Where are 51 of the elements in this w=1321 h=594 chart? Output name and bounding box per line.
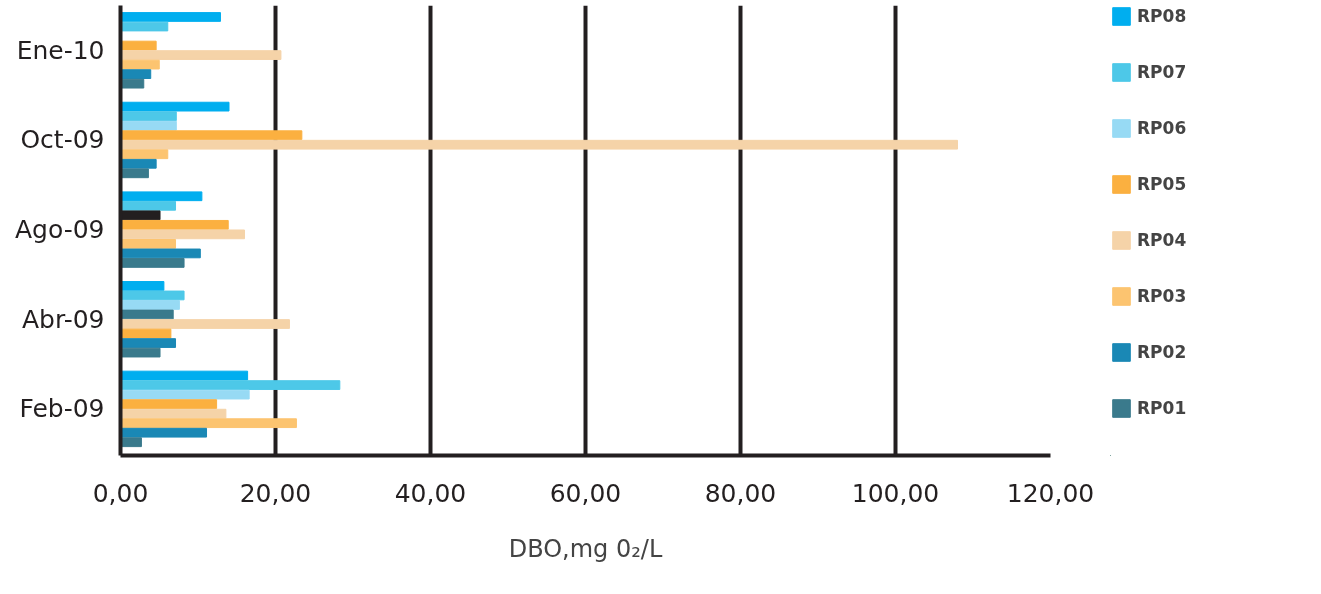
legend-label: RP02: [1137, 342, 1187, 362]
bar: [120, 168, 149, 179]
legend-label: RP01: [1137, 398, 1187, 418]
bar: [120, 408, 227, 419]
bar: [120, 21, 169, 32]
x-tick-label: 60,00: [549, 478, 622, 508]
bar: [120, 101, 230, 112]
bar: [120, 191, 203, 202]
y-tick-label: Ago-09: [14, 215, 105, 245]
legend-label: RP06: [1137, 118, 1187, 138]
bar: [120, 338, 177, 348]
x-tick-label: 20,00: [239, 478, 312, 508]
legend-label: RP08: [1137, 6, 1187, 26]
bar: [120, 319, 290, 329]
bar: [120, 347, 161, 358]
x-tick-label: 80,00: [704, 478, 777, 508]
bar: [120, 50, 282, 60]
bar: [120, 69, 152, 80]
bar: [120, 130, 303, 141]
x-tick-label: 100,00: [851, 478, 940, 508]
bar: [120, 229, 245, 240]
y-tick-label: Feb-09: [19, 394, 105, 424]
bar: [120, 427, 208, 438]
bar: [120, 200, 177, 211]
legend-label: RP05: [1137, 174, 1187, 194]
bar: [120, 437, 142, 448]
bar: [120, 219, 229, 230]
legend-label: RP07: [1137, 62, 1187, 82]
bar: [120, 300, 180, 310]
legend-label: RP03: [1137, 286, 1187, 306]
x-tick-label: 0,00: [92, 478, 149, 508]
bar: [120, 78, 145, 89]
bar: [120, 258, 185, 268]
bar: [120, 111, 177, 122]
legend-label: RP04: [1137, 230, 1187, 250]
x-tick-label: 40,00: [394, 478, 467, 508]
bar: [120, 248, 201, 259]
y-tick-label: Abr-09: [22, 304, 105, 334]
bar: [120, 399, 218, 410]
y-tick-label: Ene-10: [16, 35, 105, 65]
bar: [120, 418, 297, 429]
bar: [120, 389, 250, 400]
bar: [120, 380, 341, 390]
bar: [120, 12, 221, 22]
bar: [120, 149, 169, 160]
y-tick-label: Oct-09: [20, 125, 105, 155]
bar: [120, 290, 185, 301]
bar: [120, 370, 249, 381]
x-axis-title: DBO,mg 0₂/L: [508, 534, 663, 563]
x-tick-label: 120,00: [1006, 478, 1095, 508]
bar: [120, 139, 958, 150]
